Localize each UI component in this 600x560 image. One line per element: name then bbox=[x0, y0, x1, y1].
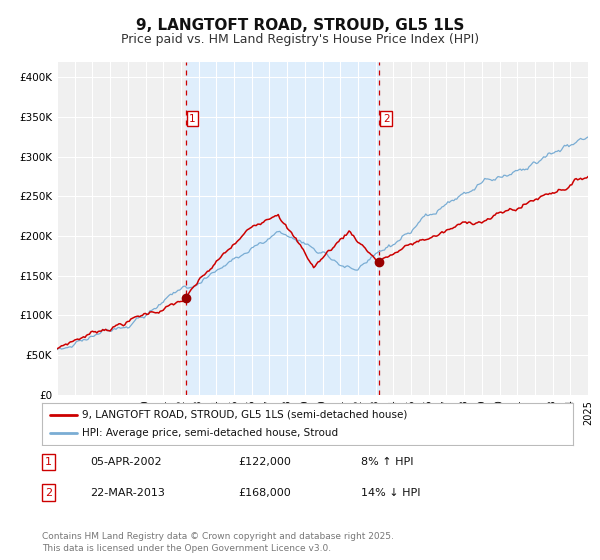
Text: HPI: Average price, semi-detached house, Stroud: HPI: Average price, semi-detached house,… bbox=[82, 428, 338, 438]
Text: 2: 2 bbox=[45, 488, 52, 497]
Text: £168,000: £168,000 bbox=[238, 488, 291, 497]
Text: 8% ↑ HPI: 8% ↑ HPI bbox=[361, 457, 413, 466]
Text: 1: 1 bbox=[45, 457, 52, 466]
Text: 14% ↓ HPI: 14% ↓ HPI bbox=[361, 488, 420, 497]
Text: 2: 2 bbox=[383, 114, 389, 124]
Text: Price paid vs. HM Land Registry's House Price Index (HPI): Price paid vs. HM Land Registry's House … bbox=[121, 32, 479, 46]
Text: 22-MAR-2013: 22-MAR-2013 bbox=[90, 488, 164, 497]
Text: £122,000: £122,000 bbox=[238, 457, 292, 466]
Text: 05-APR-2002: 05-APR-2002 bbox=[90, 457, 161, 466]
Text: 1: 1 bbox=[189, 114, 196, 124]
Text: 9, LANGTOFT ROAD, STROUD, GL5 1LS: 9, LANGTOFT ROAD, STROUD, GL5 1LS bbox=[136, 18, 464, 32]
Text: Contains HM Land Registry data © Crown copyright and database right 2025.
This d: Contains HM Land Registry data © Crown c… bbox=[42, 533, 394, 553]
Bar bbox=[185, 62, 379, 395]
Text: 9, LANGTOFT ROAD, STROUD, GL5 1LS (semi-detached house): 9, LANGTOFT ROAD, STROUD, GL5 1LS (semi-… bbox=[82, 410, 407, 420]
